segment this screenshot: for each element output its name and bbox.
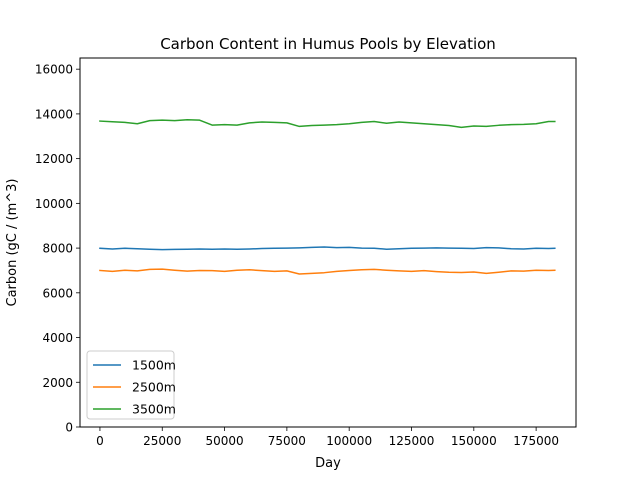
legend-box — [86, 350, 175, 420]
x-tick-label-5: 125000 — [389, 434, 435, 448]
y-tick-label-4: 8000 — [42, 242, 73, 256]
y-tick-label-0: 0 — [65, 421, 73, 435]
y-axis-label: Carbon (gC / (m^3) — [5, 179, 20, 307]
x-axis-label: Day — [315, 456, 341, 471]
x-tick-label-3: 75000 — [268, 434, 306, 448]
legend-label-2: 2500m — [132, 380, 176, 395]
x-axis: 0 25000 50000 75000 100000 125000 150000 175000 — [96, 427, 559, 448]
x-tick-label-6: 150000 — [451, 434, 497, 448]
y-tick-label-8: 16000 — [35, 63, 73, 77]
legend-label-3: 3500m — [132, 402, 176, 417]
series-line-1 — [99, 246, 556, 251]
y-tick-label-7: 14000 — [35, 107, 73, 121]
x-tick-label-2: 50000 — [205, 434, 243, 448]
y-tick-label-6: 12000 — [35, 152, 73, 166]
y-axis: 0 2000 4000 6000 8000 10000 12000 14000 16000 — [35, 63, 80, 435]
series-line-2 — [99, 268, 556, 275]
y-tick-label-5: 10000 — [35, 197, 73, 211]
chart-title: Carbon Content in Humus Pools by Elevati… — [160, 35, 496, 53]
y-tick-label-3: 6000 — [42, 286, 73, 300]
x-tick-label-0: 0 — [96, 434, 104, 448]
legend: 1500m 2500m 3500m — [86, 350, 176, 420]
plot-frame — [79, 57, 577, 428]
series-line-3 — [99, 118, 556, 129]
x-tick-label-1: 25000 — [143, 434, 181, 448]
y-tick-label-1: 2000 — [42, 376, 73, 390]
x-tick-label-7: 175000 — [513, 434, 559, 448]
y-tick-label-2: 4000 — [42, 331, 73, 345]
legend-label-1: 1500m — [132, 358, 176, 373]
series-layer — [99, 118, 556, 275]
x-tick-label-4: 100000 — [326, 434, 372, 448]
